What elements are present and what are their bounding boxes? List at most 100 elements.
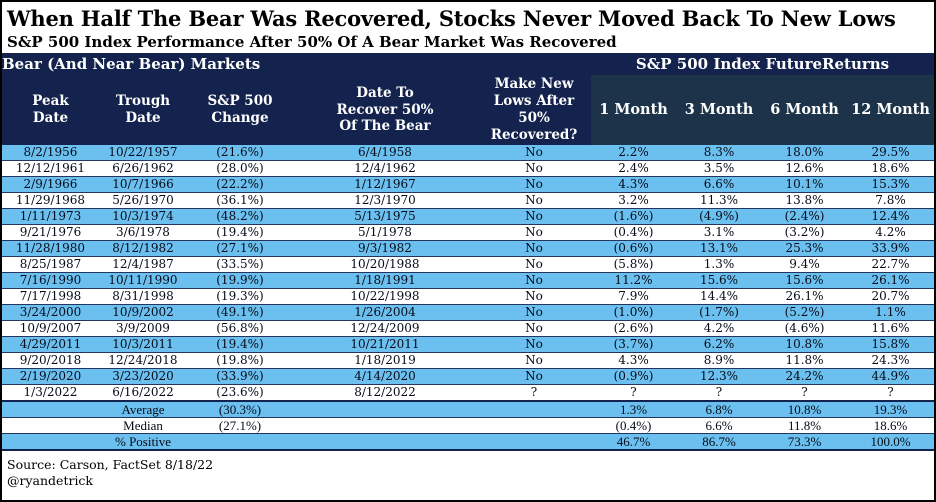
table-cell: (5.8%) [591,256,677,273]
table-cell: (19.9%) [187,272,293,289]
summary-row: Median (27.1%) (0.4%) 6.6% 11.8% 18.6% [2,417,934,434]
table-cell: 8.3% [676,145,763,161]
table-row: 7/17/1998 8/31/1998 (19.3%) 10/22/1998 No 7.9… [2,288,934,305]
table-cell: 12/3/1970 [293,192,477,209]
table-cell: (0.4%) [591,224,677,241]
table-cell: 3.1% [676,224,763,241]
table-cell: 2.2% [591,145,677,161]
table-cell: 2.4% [591,160,677,177]
table-cell: (19.3%) [187,288,293,305]
table-cell: 12.6% [762,160,848,177]
group-header-bear-markets: Bear (And Near Bear) Markets [2,53,592,75]
chart-subtitle: S&P 500 Index Performance After 50% Of A… [7,33,617,51]
table-cell: (27.1%) [187,240,293,257]
table-row: 10/9/2007 3/9/2009 (56.8%) 12/24/2009 No (2.6… [2,320,934,337]
table-cell: (1.0%) [591,304,677,321]
table-cell: 6/16/2022 [99,384,187,402]
table-cell: 19.3% [847,400,934,418]
table-cell: ? [676,384,763,402]
table-row: 8/2/1956 10/22/1957 (21.6%) 6/4/1958 No 2.2% 8… [2,145,934,161]
table-cell: 8/31/1998 [99,288,187,305]
table-cell: 2/9/1966 [2,176,99,193]
table-cell: 5/26/1970 [99,192,187,209]
table-cell: (33.5%) [187,256,293,273]
table-cell: 5/13/1975 [293,208,477,225]
table-cell: 10/9/2002 [99,304,187,321]
table-cell: 13.1% [676,240,763,257]
table-cell: 11.6% [847,320,934,337]
table-cell: 6.8% [676,400,763,418]
table-cell: 11.8% [762,352,848,369]
table-cell [477,417,592,434]
table-cell: 86.7% [676,433,763,451]
table-row: 12/12/1961 6/26/1962 (28.0%) 12/4/1962 No 2.4… [2,160,934,177]
table-cell: 8/12/2022 [293,384,477,402]
table-cell: 12.4% [847,208,934,225]
table-cell: (48.2%) [187,208,293,225]
table-cell: 1/11/1973 [2,208,99,225]
table-cell: 4/14/2020 [293,368,477,385]
column-header: S&P 500 Change [187,75,293,145]
table-cell: 12/4/1987 [99,256,187,273]
table-cell: 100.0% [847,433,934,451]
table-cell: 12/4/1962 [293,160,477,177]
table-cell: 24.3% [847,352,934,369]
table-cell: No [477,256,592,273]
table-cell: (36.1%) [187,192,293,209]
table-row: 9/21/1976 3/6/1978 (19.4%) 5/1/1978 No (0.4%)… [2,224,934,241]
table-cell: (28.0%) [187,160,293,177]
table-cell: 10/3/1974 [99,208,187,225]
column-header: 1 Month [591,75,677,145]
twitter-handle: @ryandetrick [7,473,94,488]
table-cell: No [477,224,592,241]
table-cell: 12/24/2009 [293,320,477,337]
table-cell: 4.2% [847,224,934,241]
table-cell: (5.2%) [762,304,848,321]
table-cell: 9/21/1976 [2,224,99,241]
table-cell: 73.3% [762,433,848,451]
table-cell: No [477,336,592,353]
table-cell: 46.7% [591,433,677,451]
table-cell: 9/20/2018 [2,352,99,369]
table-cell: 10/11/1990 [99,272,187,289]
chart-title: When Half The Bear Was Recovered, Stocks… [7,6,896,31]
table-cell: Median [99,417,187,434]
table-cell: (33.9%) [187,368,293,385]
table-cell: 1/3/2022 [2,384,99,402]
table-row: 3/24/2000 10/9/2002 (49.1%) 1/26/2004 No (1.0… [2,304,934,321]
table-cell: 10/22/1957 [99,145,187,161]
table-cell: 8.9% [676,352,763,369]
table-cell: 3/9/2009 [99,320,187,337]
table-cell: 12/24/2018 [99,352,187,369]
table-cell: 3/6/1978 [99,224,187,241]
table-head: Bear (And Near Bear) Markets S&P 500 Ind… [2,53,934,145]
table-cell: 6.6% [676,417,763,434]
table-cell [477,433,592,451]
table-cell: 1/26/2004 [293,304,477,321]
table-cell: 20.7% [847,288,934,305]
table-cell: 6.6% [676,176,763,193]
column-header: 12 Month [847,75,934,145]
table-cell: 11/28/1980 [2,240,99,257]
table-cell: (4.6%) [762,320,848,337]
column-header: 3 Month [676,75,763,145]
table-cell: 1/18/2019 [293,352,477,369]
table-cell: 11.2% [591,272,677,289]
table-cell: 10.8% [762,400,848,418]
title-block: When Half The Bear Was Recovered, Stocks… [2,2,934,53]
table-cell: 3.5% [676,160,763,177]
table-cell: 10/9/2007 [2,320,99,337]
column-header-row: Peak Date Trough Date S&P 500 Change Date T… [2,75,934,145]
table-cell: 14.4% [676,288,763,305]
table-cell: No [477,145,592,161]
table-row: 1/3/2022 6/16/2022 (23.6%) 8/12/2022????? [2,384,934,402]
table-cell [187,433,293,451]
table-cell: (2.4%) [762,208,848,225]
table-cell: No [477,288,592,305]
column-header: Peak Date [2,75,99,145]
group-header-future-returns: S&P 500 Index FutureReturns [591,53,934,75]
column-header: Make New Lows After 50% Recovered? [477,75,592,145]
table-cell: 11.8% [762,417,848,434]
table-cell: 25.3% [762,240,848,257]
table-cell: 7/17/1998 [2,288,99,305]
